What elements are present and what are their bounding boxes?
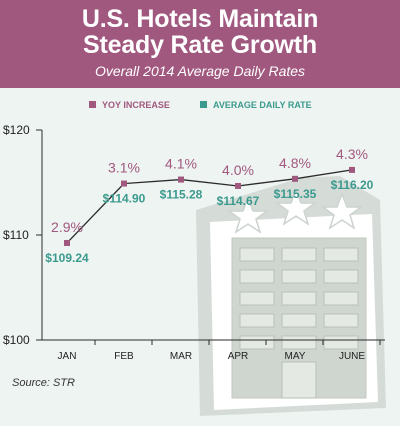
title-line-2: Steady Rate Growth	[83, 31, 317, 59]
yoy-labels: 2.9% 3.1% 4.1% 4.0% 4.8% 4.3%	[51, 146, 368, 235]
data-point	[235, 182, 241, 189]
y-tick-label: $100	[3, 333, 30, 347]
x-tick-label: JUNE	[339, 351, 365, 362]
x-tick-label: MAR	[170, 351, 192, 362]
value-label: $115.28	[160, 188, 203, 202]
x-tick-label: APR	[228, 351, 249, 362]
hotel-icon	[196, 176, 386, 416]
value-label: $109.24	[45, 251, 89, 265]
yoy-label: 4.0%	[222, 162, 254, 178]
value-label: $116.20	[331, 178, 374, 192]
x-tick-label: FEB	[114, 351, 134, 362]
title-line-1: U.S. Hotels Maintain	[81, 5, 319, 33]
data-point	[121, 180, 127, 187]
chart-subtitle: Overall 2014 Average Daily Rates	[94, 63, 306, 79]
x-tick-label: MAY	[285, 351, 306, 362]
data-point	[292, 175, 298, 182]
x-tick-label: JAN	[58, 351, 77, 362]
value-labels: $109.24 $114.90 $115.28 $114.67 $115.35 $116.…	[45, 178, 373, 265]
legend-adr-swatch	[200, 101, 207, 108]
legend-yoy-label: YOY INCREASE	[102, 100, 170, 110]
chart-area: YOY INCREASE AVERAGE DAILY RATE $100 $110…	[3, 100, 386, 416]
source-note: Source: STR	[12, 377, 75, 389]
yoy-label: 2.9%	[51, 219, 83, 235]
chart-title: U.S. Hotels Maintain Steady Rate Growth	[0, 0, 400, 58]
yoy-label: 4.3%	[336, 146, 368, 162]
yoy-label: 3.1%	[108, 160, 140, 176]
y-tick-label: $120	[3, 123, 30, 137]
legend-yoy-swatch	[89, 101, 96, 108]
legend: YOY INCREASE AVERAGE DAILY RATE	[89, 100, 312, 110]
data-markers	[64, 166, 355, 246]
value-label: $114.90	[103, 192, 146, 206]
legend-adr-label: AVERAGE DAILY RATE	[213, 100, 312, 110]
value-label: $115.35	[274, 187, 317, 201]
y-ticks: $100 $110 $120	[3, 123, 42, 347]
yoy-label: 4.8%	[279, 155, 311, 171]
data-point	[178, 176, 184, 183]
value-label: $114.67	[217, 194, 260, 208]
header-banner: U.S. Hotels Maintain Steady Rate Growth …	[0, 0, 400, 88]
y-tick-label: $110	[3, 228, 29, 242]
data-point	[349, 166, 355, 173]
series-line-adr	[66, 169, 353, 244]
x-ticks: JAN FEB MAR APR MAY JUNE	[58, 340, 381, 362]
data-point	[64, 239, 70, 246]
yoy-label: 4.1%	[165, 156, 197, 172]
